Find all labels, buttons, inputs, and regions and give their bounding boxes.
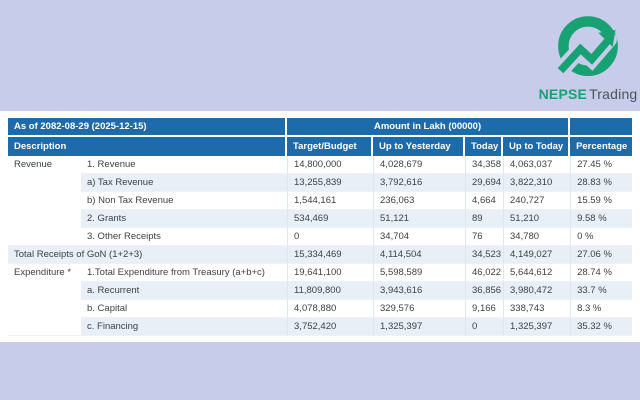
value-cell: 1,544,161 bbox=[287, 192, 374, 210]
description-cell: 1.Total Expenditure from Treasury (a+b+c… bbox=[81, 264, 288, 282]
value-cell: 34,523 bbox=[465, 246, 504, 264]
blank-header-cell bbox=[570, 118, 633, 137]
value-cell: 36,856 bbox=[465, 282, 504, 300]
value-cell: 34,358 bbox=[465, 156, 504, 174]
percentage-cell: 27.45 % bbox=[570, 156, 633, 174]
table-row: Revenue 1. Revenue 14,800,000 4,028,679 34,3… bbox=[8, 156, 633, 246]
value-cell: 4,114,504 bbox=[373, 246, 466, 264]
value-cell: 534,469 bbox=[287, 210, 374, 228]
value-cell: 9,166 bbox=[465, 300, 504, 318]
description-cell: a. Recurrent bbox=[81, 282, 288, 300]
description-cell: c. Financing bbox=[81, 318, 288, 336]
percentage-cell: 27.06 % bbox=[570, 246, 633, 264]
value-cell: 5,644,612 bbox=[503, 264, 571, 282]
table-row: Total Receipts of GoN (1+2+3) 15,334,469 4… bbox=[8, 246, 633, 264]
as-of-date-header: As of 2082-08-29 (2025-12-15) bbox=[8, 118, 288, 137]
description-cell: 1. Revenue bbox=[81, 156, 288, 174]
column-header-today: Today bbox=[465, 137, 504, 156]
value-cell: 11,809,800 bbox=[287, 282, 374, 300]
value-cell: 1,325,397 bbox=[503, 318, 571, 336]
value-cell: 29,694 bbox=[465, 174, 504, 192]
value-cell: 1,325,397 bbox=[373, 318, 466, 336]
value-cell: 51,210 bbox=[503, 210, 571, 228]
report-table: As of 2082-08-29 (2025-12-15) Amount in … bbox=[8, 118, 633, 336]
description-cell: 3. Other Receipts bbox=[81, 228, 288, 246]
percentage-cell: 33.7 % bbox=[570, 282, 633, 300]
description-cell: b) Non Tax Revenue bbox=[81, 192, 288, 210]
table-row: c. Financing 3,752,420 1,325,397 0 1,325,397… bbox=[8, 318, 633, 336]
column-header-description: Description bbox=[8, 137, 288, 156]
table-row: b) Non Tax Revenue 1,544,161 236,063 4,664 2… bbox=[8, 192, 633, 210]
amount-unit-header: Amount in Lakh (00000) bbox=[287, 118, 571, 137]
value-cell: 34,780 bbox=[503, 228, 571, 246]
percentage-cell: 9.58 % bbox=[570, 210, 633, 228]
brand-name-bold: NEPSE bbox=[538, 86, 588, 102]
value-cell: 89 bbox=[465, 210, 504, 228]
percentage-cell: 8.3 % bbox=[570, 300, 633, 318]
value-cell: 3,752,420 bbox=[287, 318, 374, 336]
brand-name: NEPSE Trading bbox=[539, 86, 638, 102]
table-body: Revenue 1. Revenue 14,800,000 4,028,679 34,3… bbox=[8, 156, 633, 336]
value-cell: 329,576 bbox=[373, 300, 466, 318]
percentage-cell: 28.83 % bbox=[570, 174, 633, 192]
table-row: 3. Other Receipts 0 34,704 76 34,780 0 % bbox=[8, 228, 633, 246]
value-cell: 0 bbox=[465, 318, 504, 336]
table-row: 2. Grants 534,469 51,121 89 51,210 9.58 % bbox=[8, 210, 633, 228]
description-cell: 2. Grants bbox=[81, 210, 288, 228]
value-cell: 236,063 bbox=[373, 192, 466, 210]
table-row: Expenditure * 1.Total Expenditure from Tr… bbox=[8, 264, 633, 336]
value-cell: 3,822,310 bbox=[503, 174, 571, 192]
nepse-logo: NEPSE Trading bbox=[539, 12, 638, 102]
value-cell: 4,028,679 bbox=[373, 156, 466, 174]
brand-name-regular: Trading bbox=[589, 86, 638, 102]
description-cell: a) Tax Revenue bbox=[81, 174, 288, 192]
value-cell: 34,704 bbox=[373, 228, 466, 246]
value-cell: 14,800,000 bbox=[287, 156, 374, 174]
value-cell: 4,664 bbox=[465, 192, 504, 210]
column-header-up-to-yesterday: Up to Yesterday bbox=[373, 137, 466, 156]
percentage-cell: 0 % bbox=[570, 228, 633, 246]
value-cell: 3,943,616 bbox=[373, 282, 466, 300]
value-cell: 19,641,100 bbox=[287, 264, 374, 282]
value-cell: 76 bbox=[465, 228, 504, 246]
value-cell: 3,980,472 bbox=[503, 282, 571, 300]
percentage-cell: 15.59 % bbox=[570, 192, 633, 210]
trend-arrow-circle-icon bbox=[552, 16, 618, 79]
table-row: b. Capital 4,078,880 329,576 9,166 338,743 8.… bbox=[8, 300, 633, 318]
value-cell: 4,149,027 bbox=[503, 246, 571, 264]
value-cell: 15,334,469 bbox=[287, 246, 374, 264]
percentage-cell: 28.74 % bbox=[570, 264, 633, 282]
category-cell: Expenditure * bbox=[8, 264, 81, 336]
value-cell: 3,792,616 bbox=[373, 174, 466, 192]
column-header-percentage: Percentage bbox=[570, 137, 633, 156]
column-header-up-to-today: Up to Today bbox=[503, 137, 571, 156]
value-cell: 0 bbox=[287, 228, 374, 246]
table-header-row-1: As of 2082-08-29 (2025-12-15) Amount in … bbox=[8, 118, 633, 137]
description-cell: Total Receipts of GoN (1+2+3) bbox=[8, 246, 288, 264]
category-cell: Revenue bbox=[8, 156, 81, 246]
table-row: a) Tax Revenue 13,255,839 3,792,616 29,694 3… bbox=[8, 174, 633, 192]
percentage-cell: 35.32 % bbox=[570, 318, 633, 336]
value-cell: 13,255,839 bbox=[287, 174, 374, 192]
table-row: a. Recurrent 11,809,800 3,943,616 36,856 3,9… bbox=[8, 282, 633, 300]
value-cell: 5,598,589 bbox=[373, 264, 466, 282]
value-cell: 51,121 bbox=[373, 210, 466, 228]
description-cell: b. Capital bbox=[81, 300, 288, 318]
table-header-row-2: Description Target/Budget Up to Yesterda… bbox=[8, 137, 633, 156]
value-cell: 4,063,037 bbox=[503, 156, 571, 174]
value-cell: 240,727 bbox=[503, 192, 571, 210]
value-cell: 338,743 bbox=[503, 300, 571, 318]
value-cell: 4,078,880 bbox=[287, 300, 374, 318]
value-cell: 46,022 bbox=[465, 264, 504, 282]
column-header-target-budget: Target/Budget bbox=[287, 137, 374, 156]
